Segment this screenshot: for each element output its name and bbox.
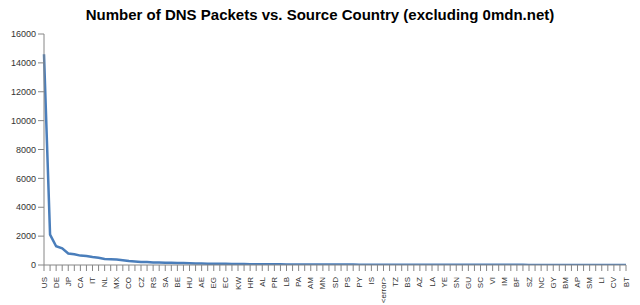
svg-text:BS: BS <box>403 277 412 288</box>
svg-text:LI: LI <box>597 277 606 284</box>
svg-text:PS: PS <box>343 277 352 288</box>
svg-text:SM: SM <box>585 277 594 289</box>
svg-text:BE: BE <box>173 277 182 288</box>
svg-text:LB: LB <box>282 277 291 287</box>
svg-text:IM: IM <box>500 277 509 286</box>
svg-text:0: 0 <box>31 260 36 270</box>
svg-text:10000: 10000 <box>11 116 36 126</box>
svg-text:BT: BT <box>622 277 631 287</box>
svg-text:TZ: TZ <box>391 277 400 287</box>
svg-text:AE: AE <box>197 277 206 288</box>
svg-text:NL: NL <box>100 276 109 287</box>
svg-text:EG: EG <box>209 277 218 289</box>
html-text:Number of DNS Packets vs. Sour: Number of DNS Packets vs. Source Country… <box>85 6 555 23</box>
svg-text:GU: GU <box>464 277 473 289</box>
svg-text:GY: GY <box>549 276 558 288</box>
svg-text:CV: CV <box>609 276 618 288</box>
svg-text:RS: RS <box>149 277 158 288</box>
svg-text:LA: LA <box>428 276 437 286</box>
svg-text:8000: 8000 <box>16 145 36 155</box>
svg-text:JP: JP <box>64 277 73 286</box>
svg-text:BM: BM <box>561 277 570 289</box>
svg-text:BF: BF <box>512 277 521 287</box>
svg-text:HR: HR <box>246 277 255 289</box>
svg-text:SZ: SZ <box>525 277 534 287</box>
svg-text:IT: IT <box>88 277 97 284</box>
svg-text:16000: 16000 <box>11 30 36 39</box>
svg-text:AP: AP <box>573 277 582 288</box>
svg-text:VI: VI <box>488 277 497 285</box>
svg-text:EC: EC <box>221 277 230 288</box>
svg-text:CA: CA <box>76 276 85 288</box>
svg-text:12000: 12000 <box>11 87 36 97</box>
svg-text:SN: SN <box>452 277 461 288</box>
svg-text:MX: MX <box>112 276 121 289</box>
svg-text:4000: 4000 <box>16 202 36 212</box>
svg-text:AZ: AZ <box>415 277 424 287</box>
svg-text:2000: 2000 <box>16 231 36 241</box>
svg-text:AM: AM <box>306 277 315 289</box>
svg-text:<error>: <error> <box>379 277 388 304</box>
svg-text:US: US <box>40 277 49 288</box>
svg-text:YE: YE <box>440 277 449 288</box>
svg-text:PA: PA <box>294 276 303 287</box>
svg-text:PR: PR <box>270 277 279 288</box>
svg-text:CO: CO <box>124 277 133 289</box>
svg-text:SA: SA <box>161 276 170 287</box>
svg-text:AL: AL <box>258 276 267 286</box>
svg-text:14000: 14000 <box>11 58 36 68</box>
svg-text:NC: NC <box>537 277 546 289</box>
svg-text:IS: IS <box>367 277 376 285</box>
svg-text:MN: MN <box>318 277 327 290</box>
svg-text:KW: KW <box>234 277 243 290</box>
svg-text:PY: PY <box>355 276 364 287</box>
svg-text:CZ: CZ <box>137 277 146 288</box>
svg-text:6000: 6000 <box>16 174 36 184</box>
svg-text:HU: HU <box>185 277 194 289</box>
svg-text:SC: SC <box>476 277 485 288</box>
svg-text:DE: DE <box>52 277 61 288</box>
svg-text:SD: SD <box>331 277 340 288</box>
